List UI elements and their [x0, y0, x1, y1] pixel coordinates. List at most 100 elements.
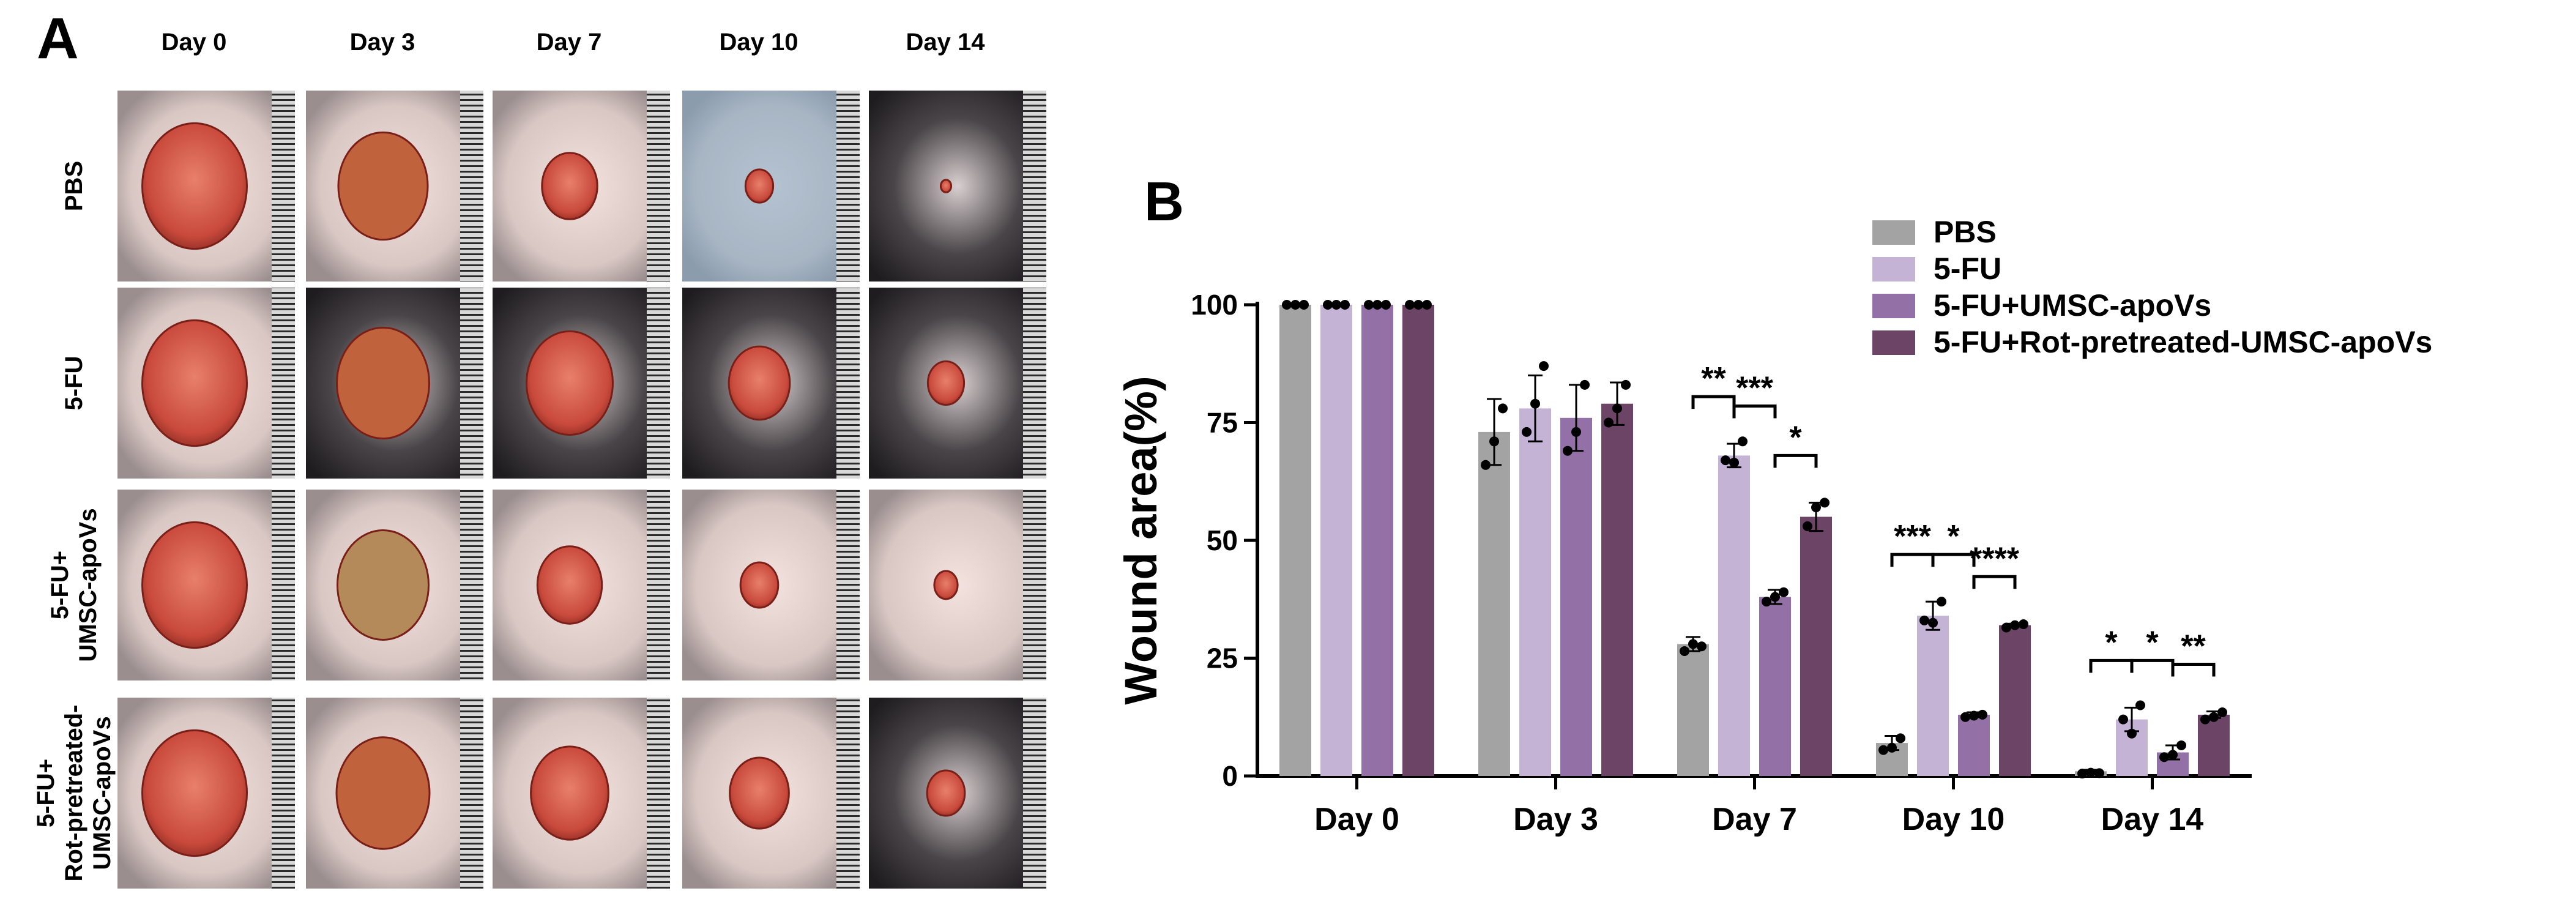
y-tick-label: 75	[1207, 407, 1238, 439]
wound-photo	[117, 288, 295, 479]
ruler-strip	[836, 288, 860, 479]
wound-photo	[869, 490, 1046, 680]
y-axis-title: Wound area(%)	[1115, 376, 1166, 704]
bar	[1519, 408, 1551, 776]
bar	[1279, 305, 1311, 776]
significance-label: **	[1701, 361, 1726, 397]
data-point	[2176, 740, 2186, 750]
data-point	[1489, 436, 1499, 447]
group-row-label-line: PBS	[61, 161, 87, 211]
data-point	[1563, 446, 1573, 456]
wound-area	[729, 756, 790, 830]
significance-bracket	[2089, 658, 2134, 673]
data-point	[1539, 361, 1549, 371]
ruler-strip	[1023, 698, 1046, 889]
ruler-strip	[460, 288, 483, 479]
day-column-header: Day 14	[906, 29, 986, 56]
significance-label: ****	[1970, 541, 2020, 576]
data-point	[1530, 398, 1540, 409]
wound-area	[336, 529, 430, 641]
legend-swatch	[1872, 330, 1915, 355]
wound-photo	[493, 91, 670, 282]
photo-background	[869, 91, 1046, 282]
bar	[1601, 403, 1633, 776]
wound-area	[525, 330, 614, 436]
data-point	[1697, 641, 1707, 652]
bar	[1402, 305, 1434, 776]
ruler-strip	[272, 288, 295, 479]
data-point	[1729, 457, 1739, 468]
data-point	[2217, 707, 2227, 718]
ruler-strip	[647, 698, 670, 889]
ruler-strip	[1023, 490, 1046, 680]
data-point	[1604, 417, 1614, 428]
wound-area	[141, 319, 248, 447]
y-tick-label: 50	[1207, 524, 1238, 556]
data-point	[1621, 379, 1631, 390]
data-point	[1680, 646, 1689, 656]
significance-label: *	[1947, 519, 1960, 554]
ruler-strip	[272, 91, 295, 282]
data-point	[2118, 714, 2128, 725]
data-point	[2209, 712, 2219, 722]
panel-b-letter: B	[1144, 171, 1184, 233]
legend-label: 5-FU	[1934, 252, 2001, 286]
data-point	[1612, 403, 1622, 414]
data-point	[1364, 300, 1374, 310]
data-point	[1919, 615, 1929, 625]
significance-bracket	[2171, 663, 2216, 677]
legend-label: 5-FU+UMSC-apoVs	[1934, 288, 2211, 323]
data-point	[1498, 403, 1508, 414]
data-point	[1522, 427, 1532, 437]
data-point	[1580, 379, 1590, 390]
wound-photo	[306, 288, 483, 479]
group-row-label-line: 5-FU+	[47, 551, 73, 619]
y-tick-label: 25	[1207, 643, 1238, 674]
panel-a-letter: A	[37, 6, 79, 71]
wound-photo	[493, 288, 670, 479]
group-row-label-line: UMSC-apoVs	[75, 508, 102, 662]
data-point	[1381, 300, 1391, 310]
ruler-strip	[272, 698, 295, 889]
data-point	[1803, 521, 1812, 531]
significance-label: *	[2105, 625, 2118, 660]
wound-photo	[869, 288, 1046, 479]
day-column-header: Day 3	[350, 29, 415, 56]
day-column-header: Day 0	[162, 29, 227, 56]
bar	[2198, 714, 2230, 776]
data-point	[1978, 709, 1987, 720]
group-row-label: 5-FU	[61, 356, 87, 411]
wound-photo	[306, 91, 483, 282]
wound-area	[141, 729, 248, 857]
significance-label: ***	[1894, 519, 1931, 554]
wound-photo	[682, 288, 860, 479]
data-point	[1928, 617, 1938, 628]
significance-bracket	[1691, 395, 1736, 409]
data-point	[1762, 597, 1771, 607]
group-row-label-line: 5-FU+	[32, 759, 59, 827]
day-column-header: Day 7	[537, 29, 602, 56]
data-point	[1290, 300, 1300, 310]
data-point	[1323, 300, 1333, 310]
data-point	[1779, 587, 1789, 597]
group-row-label-line: Rot-pretreated-	[61, 705, 87, 882]
bar	[1800, 516, 1832, 776]
y-tick-label: 0	[1222, 760, 1238, 792]
data-point	[2010, 620, 2020, 630]
significance-bracket	[1931, 553, 1976, 567]
legend-swatch	[1872, 220, 1915, 245]
significance-bracket	[2130, 658, 2175, 673]
wound-area	[728, 345, 791, 421]
wound-photo	[493, 490, 670, 680]
bar	[1361, 305, 1393, 776]
significance-label: ***	[1736, 371, 1773, 406]
data-point	[1820, 498, 1830, 508]
data-point	[1340, 300, 1350, 310]
x-tick-label: Day 3	[1513, 802, 1598, 837]
wound-photo	[682, 91, 860, 282]
wound-area	[536, 545, 603, 625]
wound-photo	[306, 490, 483, 680]
data-point	[1887, 742, 1897, 753]
significance-bracket	[1732, 405, 1777, 419]
